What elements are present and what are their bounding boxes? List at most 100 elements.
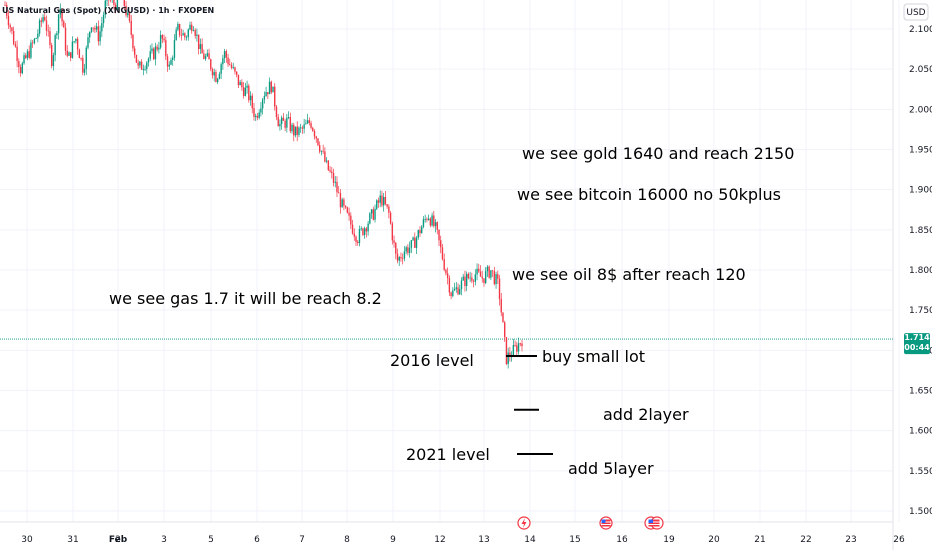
annotation-text: add 2layer [603,405,689,424]
dividend-event-icon[interactable] [517,516,531,530]
candle [61,8,63,27]
candle [329,166,331,173]
candle [324,147,326,163]
currency-badge[interactable]: USD [903,3,929,21]
candle [519,342,521,347]
candle [282,113,285,121]
candle [142,64,145,76]
candle [68,51,70,57]
candle [56,30,58,39]
candle [80,57,82,61]
candle [514,340,516,347]
candle [244,82,247,97]
candle [408,241,411,258]
candle [161,34,164,44]
x-tick-label: 3 [161,535,167,545]
candle [40,17,43,28]
annotation-text: 2021 level [406,445,490,464]
candle [213,68,215,82]
candle [149,45,151,62]
candle [75,38,77,44]
candle [241,79,243,91]
candle [440,235,442,254]
us-flag-event-icon[interactable] [599,516,613,530]
x-tick-label: 21 [754,535,765,545]
candle [73,40,75,44]
annotation-text: 2016 level [390,351,474,370]
candle [83,63,86,76]
candle [85,45,87,75]
candle [414,232,416,249]
candle [279,119,281,131]
candle [180,28,183,41]
candle [87,33,89,50]
x-tick-label: 8 [344,535,350,545]
candle [401,253,404,265]
candle [504,320,506,342]
candle [438,229,440,247]
candle [187,28,189,41]
candle [412,236,414,241]
candle [488,265,490,279]
candle [355,235,357,246]
candle [184,32,186,41]
candle [448,275,451,296]
candle [388,204,390,219]
candle [400,252,402,262]
y-tick-label: 1.600 [909,427,932,437]
candle [173,34,176,61]
annotation-text: we see gas 1.7 it will be reach 8.2 [109,289,382,308]
candle [23,52,25,65]
candle [199,38,202,54]
candle [248,83,250,103]
candle [54,33,56,62]
candle [166,53,169,72]
candle [293,122,295,142]
last-price-tag: 1.714 00:44 [904,333,930,355]
candle [431,212,433,227]
candle [502,312,504,323]
candle [320,150,323,156]
candle [426,217,428,223]
y-tick-label: 1.500 [909,507,932,517]
candle [163,34,165,43]
candle [498,274,501,306]
event-icons[interactable] [517,516,664,530]
candle [339,189,342,214]
us-flag-event-icon-2[interactable] [644,516,664,530]
candle [357,239,359,246]
x-tick-label: 22 [800,535,811,545]
candle [287,111,290,120]
price-axis[interactable]: 2.100 2.050 2.000 1.950 1.900 1.850 1.800 1.750… [909,25,932,517]
candle [396,248,399,264]
candle [398,255,400,267]
candle [42,14,44,24]
candle [348,207,350,221]
candle [465,271,468,292]
candle [223,48,226,63]
candle [405,245,407,255]
candle [25,53,27,60]
candle [303,118,305,134]
candle [6,2,8,19]
x-tick-label: Feb [109,535,128,545]
candle [452,287,454,298]
y-tick-label: 2.050 [909,65,932,75]
candle [89,31,91,43]
candle [175,26,177,41]
candle [108,0,110,6]
candle [208,48,210,60]
symbol-title[interactable]: US Natural Gas (Spot) (XNGUSD) · 1h · FX… [2,6,214,15]
candle [365,226,368,238]
candle [479,265,482,277]
candle [7,10,10,29]
candle [135,54,138,64]
x-tick-label: 30 [21,535,33,545]
candle [512,338,515,357]
candle [97,20,100,46]
candle [270,80,272,95]
candle [382,192,385,212]
candle [76,36,79,55]
